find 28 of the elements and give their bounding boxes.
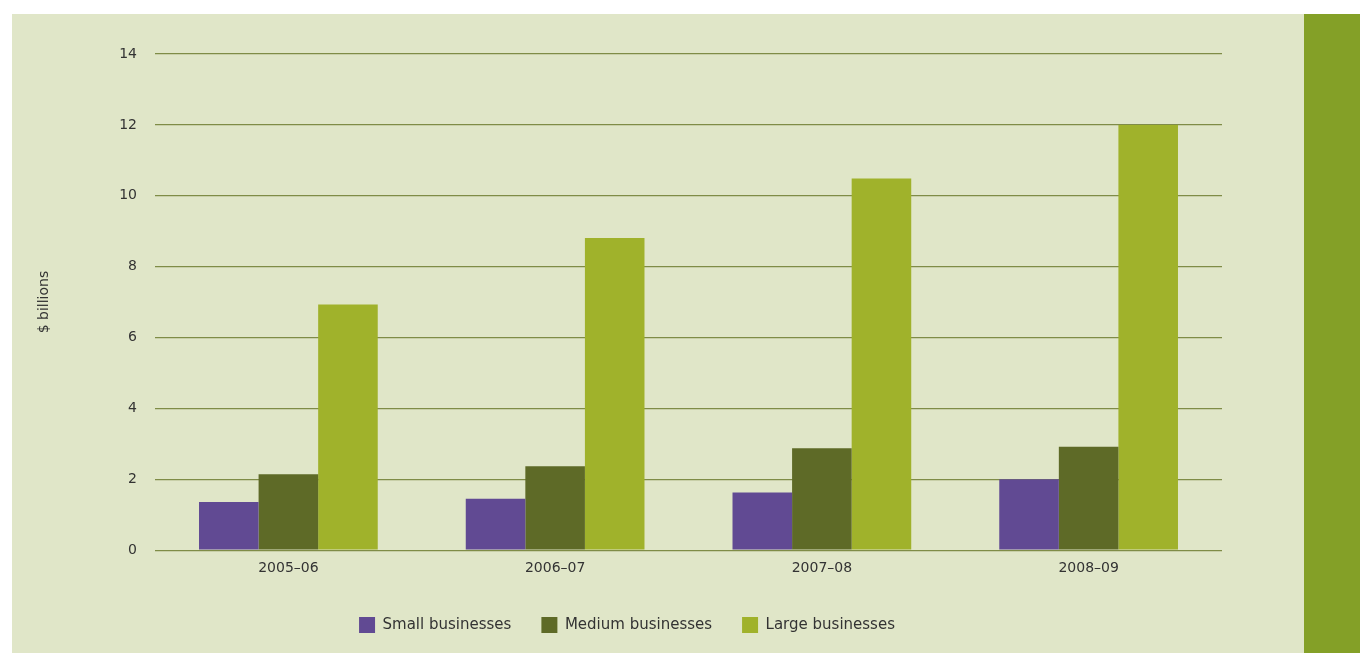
- legend-label: Large businesses: [765, 614, 896, 633]
- bar: [199, 502, 259, 550]
- bar: [792, 448, 852, 550]
- x-tick-label: 2006–07: [524, 559, 586, 576]
- bar: [1058, 446, 1119, 550]
- y-tick-label: 4: [128, 399, 138, 416]
- bar: [465, 498, 526, 550]
- bar: [318, 304, 378, 550]
- x-tick-label: 2008–09: [1058, 559, 1119, 576]
- bar: [1118, 124, 1178, 550]
- y-tick-label: 10: [119, 186, 137, 203]
- bar: [584, 237, 645, 550]
- y-tick-label: 14: [119, 44, 138, 61]
- x-tick-label: 2005–06: [258, 559, 319, 576]
- bar: [851, 178, 912, 550]
- legend-label: Small businesses: [382, 614, 512, 633]
- x-tick-label: 2007–08: [791, 559, 853, 576]
- y-tick-label: 2: [128, 469, 137, 486]
- y-axis-title: $ billions: [35, 270, 52, 334]
- bar: [525, 466, 585, 550]
- bar: [258, 474, 319, 550]
- y-tick-label: 0: [128, 540, 137, 557]
- y-tick-label: 6: [128, 328, 138, 345]
- y-tick-label: 12: [119, 115, 137, 132]
- y-tick-label: 8: [128, 257, 137, 274]
- legend-label: Medium businesses: [564, 614, 713, 633]
- bar: [732, 492, 793, 550]
- bar: [999, 479, 1059, 550]
